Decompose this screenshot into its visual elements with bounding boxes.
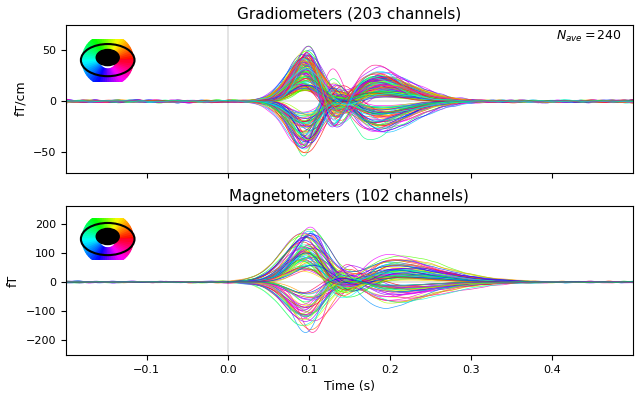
Y-axis label: fT: fT	[7, 274, 20, 287]
Title: Gradiometers (203 channels): Gradiometers (203 channels)	[237, 7, 461, 22]
Text: $N_{ave}=240$: $N_{ave}=240$	[556, 29, 621, 44]
X-axis label: Time (s): Time (s)	[324, 380, 375, 393]
Title: Magnetometers (102 channels): Magnetometers (102 channels)	[230, 189, 469, 204]
Y-axis label: fT/cm: fT/cm	[14, 81, 27, 116]
